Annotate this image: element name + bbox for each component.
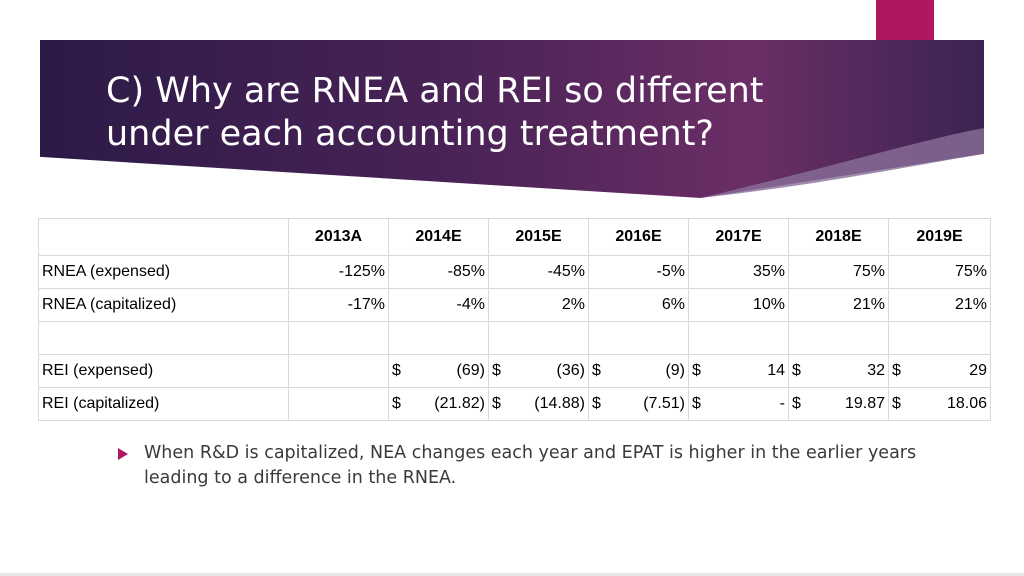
table-cell: 21% (888, 288, 991, 322)
table-cell: -125% (288, 255, 389, 289)
table-cell: 6% (588, 288, 689, 322)
cell-value: (36) (556, 362, 585, 379)
cell-value: (14.88) (534, 395, 585, 412)
table-cell: $ (7.51) (588, 387, 689, 421)
bottom-divider (0, 573, 1024, 576)
header-cell: 2018E (788, 218, 889, 256)
table-cell: 2% (488, 288, 589, 322)
table-row: RNEA (expensed) -125% -85% -45% -5% 35% … (38, 255, 991, 289)
currency-symbol: $ (492, 395, 501, 412)
cell-value: 29 (969, 362, 987, 379)
table-cell: $ (21.82) (388, 387, 489, 421)
table-cell: $ (9) (588, 354, 689, 388)
currency-symbol: $ (492, 362, 501, 379)
table-cell: 21% (788, 288, 889, 322)
header-cell: 2019E (888, 218, 991, 256)
table-cell: $ (14.88) (488, 387, 589, 421)
cell-value: 19.87 (844, 395, 885, 412)
header-cell: 2014E (388, 218, 489, 256)
table-cell: 35% (688, 255, 789, 289)
cell-value: (21.82) (434, 395, 485, 412)
header-cell (38, 218, 289, 256)
currency-symbol: $ (892, 395, 901, 412)
table-cell: $14 (688, 354, 789, 388)
table-cell: 75% (788, 255, 889, 289)
currency-symbol: $ (892, 362, 901, 379)
currency-symbol: $ (692, 395, 701, 412)
table-cell: $18.06 (888, 387, 991, 421)
row-label: REI (expensed) (38, 354, 289, 388)
financial-table: 2013A 2014E 2015E 2016E 2017E 2018E 2019… (38, 218, 991, 421)
table-cell (888, 321, 991, 355)
header-cell: 2017E (688, 218, 789, 256)
bullet-item: When R&D is capitalized, NEA changes eac… (118, 441, 938, 491)
cell-value: 14 (767, 362, 785, 379)
table-cell (288, 354, 389, 388)
currency-symbol: $ (692, 362, 701, 379)
table-row: REI (expensed) $ (69) $ (36) $ (9) $14 $32 … (38, 354, 991, 388)
table-cell (288, 387, 389, 421)
table-cell: $19.87 (788, 387, 889, 421)
slide-title: C) Why are RNEA and REI so different und… (106, 71, 764, 154)
table-cell: -45% (488, 255, 589, 289)
currency-symbol: $ (392, 362, 401, 379)
row-label: RNEA (capitalized) (38, 288, 289, 322)
currency-symbol: $ (592, 395, 601, 412)
row-label: REI (capitalized) (38, 387, 289, 421)
cell-value: (69) (456, 362, 485, 379)
table-cell: $ (69) (388, 354, 489, 388)
table-cell: -5% (588, 255, 689, 289)
cell-value: (9) (665, 362, 685, 379)
table-cell (788, 321, 889, 355)
currency-symbol: $ (792, 362, 801, 379)
data-table-container: 2013A 2014E 2015E 2016E 2017E 2018E 2019… (38, 218, 991, 421)
table-cell (488, 321, 589, 355)
table-row-empty (38, 321, 991, 355)
currency-symbol: $ (592, 362, 601, 379)
cell-value: 18.06 (946, 395, 987, 412)
triangle-bullet-icon (118, 448, 128, 460)
cell-value: - (779, 395, 785, 412)
table-row: REI (capitalized) $ (21.82) $ (14.88) $ (7.… (38, 387, 991, 421)
table-cell: $ - (688, 387, 789, 421)
currency-symbol: $ (792, 395, 801, 412)
table-cell (688, 321, 789, 355)
cell-value: 32 (867, 362, 885, 379)
table-cell: $ (36) (488, 354, 589, 388)
table-cell: 75% (888, 255, 991, 289)
header-cell: 2015E (488, 218, 589, 256)
currency-symbol: $ (392, 395, 401, 412)
header-cell: 2016E (588, 218, 689, 256)
table-cell: $32 (788, 354, 889, 388)
table-row: RNEA (capitalized) -17% -4% 2% 6% 10% 21… (38, 288, 991, 322)
table-cell (388, 321, 489, 355)
table-cell: -17% (288, 288, 389, 322)
header-cell: 2013A (288, 218, 389, 256)
table-cell: 10% (688, 288, 789, 322)
cell-value: (7.51) (643, 395, 685, 412)
table-cell (588, 321, 689, 355)
table-cell: -4% (388, 288, 489, 322)
row-label (38, 321, 289, 355)
table-cell: -85% (388, 255, 489, 289)
row-label: RNEA (expensed) (38, 255, 289, 289)
table-header-row: 2013A 2014E 2015E 2016E 2017E 2018E 2019… (38, 218, 991, 256)
table-cell: $29 (888, 354, 991, 388)
bullet-text: When R&D is capitalized, NEA changes eac… (144, 443, 917, 488)
table-cell (288, 321, 389, 355)
